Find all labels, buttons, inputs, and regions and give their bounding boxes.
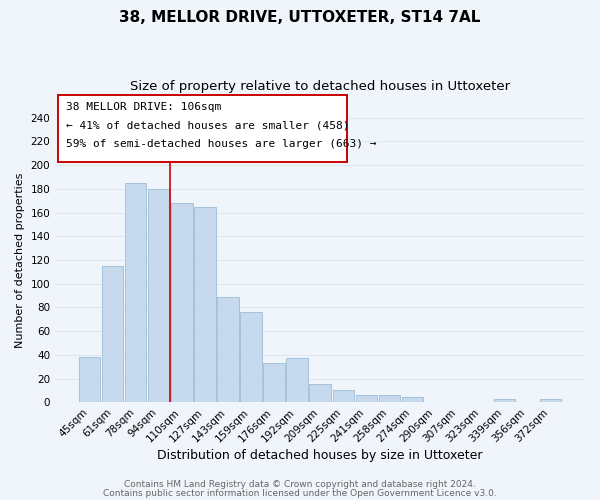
- Text: Contains HM Land Registry data © Crown copyright and database right 2024.: Contains HM Land Registry data © Crown c…: [124, 480, 476, 489]
- Bar: [172, 203, 193, 402]
- Bar: [79, 357, 100, 402]
- Bar: [102, 266, 124, 402]
- Text: 59% of semi-detached houses are larger (663) →: 59% of semi-detached houses are larger (…: [66, 139, 376, 149]
- Bar: [332, 390, 353, 402]
- FancyBboxPatch shape: [58, 95, 347, 162]
- Bar: [125, 183, 146, 402]
- Bar: [194, 206, 215, 402]
- Bar: [401, 398, 423, 402]
- Y-axis label: Number of detached properties: Number of detached properties: [15, 172, 25, 348]
- Bar: [540, 398, 561, 402]
- Bar: [379, 395, 400, 402]
- Text: Contains public sector information licensed under the Open Government Licence v3: Contains public sector information licen…: [103, 488, 497, 498]
- Bar: [263, 363, 284, 402]
- Bar: [217, 296, 239, 402]
- Bar: [310, 384, 331, 402]
- Bar: [286, 358, 308, 402]
- Bar: [148, 189, 170, 402]
- Bar: [241, 312, 262, 402]
- Text: ← 41% of detached houses are smaller (458): ← 41% of detached houses are smaller (45…: [66, 120, 349, 130]
- Title: Size of property relative to detached houses in Uttoxeter: Size of property relative to detached ho…: [130, 80, 510, 93]
- X-axis label: Distribution of detached houses by size in Uttoxeter: Distribution of detached houses by size …: [157, 450, 483, 462]
- Bar: [356, 395, 377, 402]
- Bar: [494, 398, 515, 402]
- Text: 38, MELLOR DRIVE, UTTOXETER, ST14 7AL: 38, MELLOR DRIVE, UTTOXETER, ST14 7AL: [119, 10, 481, 25]
- Text: 38 MELLOR DRIVE: 106sqm: 38 MELLOR DRIVE: 106sqm: [66, 102, 221, 112]
